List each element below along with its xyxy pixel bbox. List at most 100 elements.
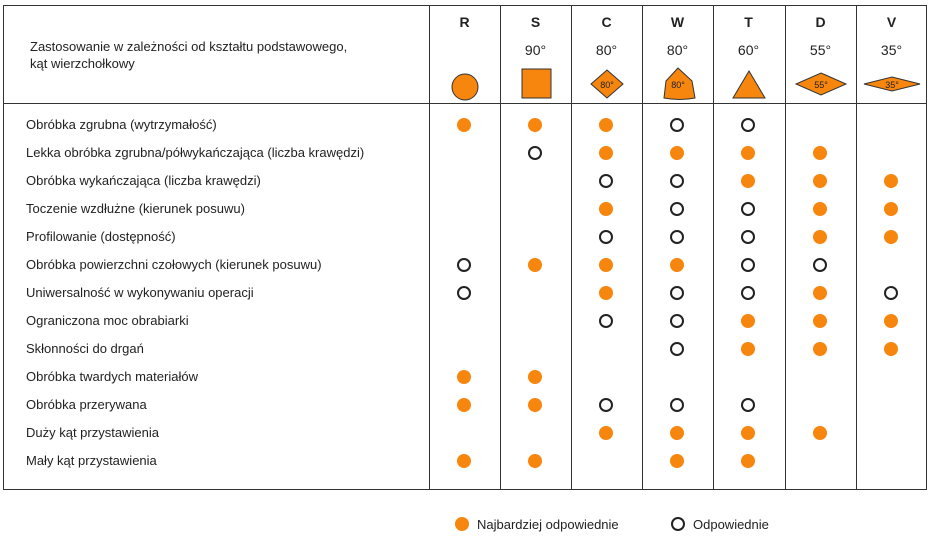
most-suitable-dot-icon	[884, 314, 898, 328]
row-label: Obróbka powierzchni czołowych (kierunek …	[26, 257, 322, 272]
divider	[500, 5, 501, 490]
row-label: Skłonności do drgań	[26, 341, 144, 356]
most-suitable-dot-icon	[599, 258, 613, 272]
most-suitable-dot-icon	[741, 146, 755, 160]
most-suitable-dot-icon	[670, 146, 684, 160]
row-label: Lekka obróbka zgrubna/półwykańczająca (l…	[26, 145, 365, 160]
most-suitable-dot-icon	[741, 314, 755, 328]
suitable-dot-icon	[457, 286, 471, 300]
suitable-dot-icon	[741, 118, 755, 132]
row-label: Profilowanie (dostępność)	[26, 229, 176, 244]
suitable-dot-icon	[884, 286, 898, 300]
trigon-icon: 80°	[663, 67, 696, 100]
most-suitable-dot-icon	[741, 454, 755, 468]
header-title: Zastosowanie w zależności od kształtu po…	[30, 38, 347, 72]
legend-label: Najbardziej odpowiednie	[477, 517, 619, 532]
column-header-r: R	[429, 5, 500, 103]
most-suitable-dot-icon	[884, 230, 898, 244]
column-letter: D	[815, 14, 826, 30]
suitable-dot-icon	[670, 314, 684, 328]
rhombus-80-icon: 80°	[590, 69, 624, 99]
divider	[785, 5, 786, 490]
suitable-dot-icon	[741, 258, 755, 272]
legend-open: Odpowiednie	[671, 517, 769, 532]
row-label: Obróbka przerywana	[26, 397, 147, 412]
suitable-dot-icon	[670, 174, 684, 188]
divider	[429, 5, 430, 490]
suitable-dot-icon	[457, 258, 471, 272]
row-label: Obróbka zgrubna (wytrzymałość)	[26, 117, 217, 132]
column-header-w: W 80° 80°	[642, 5, 713, 103]
column-letter: C	[601, 14, 612, 30]
suitable-dot-icon	[599, 314, 613, 328]
suitable-dot-icon	[670, 118, 684, 132]
most-suitable-dot-icon	[457, 118, 471, 132]
most-suitable-dot-icon	[599, 146, 613, 160]
header-title-line: Zastosowanie w zależności od kształtu po…	[30, 39, 348, 54]
most-suitable-dot-icon	[528, 258, 542, 272]
rhombus-35-icon: 35°	[863, 76, 921, 92]
most-suitable-dot-icon	[741, 174, 755, 188]
filled-dot-icon	[455, 517, 469, 531]
row-label: Obróbka wykańczająca (liczba krawędzi)	[26, 173, 261, 188]
legend-label: Odpowiednie	[693, 517, 769, 532]
most-suitable-dot-icon	[599, 426, 613, 440]
column-angle: 90°	[524, 42, 547, 58]
shape-angle-label: 80°	[600, 80, 614, 90]
most-suitable-dot-icon	[813, 286, 827, 300]
suitable-dot-icon	[741, 202, 755, 216]
square-icon	[521, 68, 552, 99]
most-suitable-dot-icon	[813, 426, 827, 440]
suitable-dot-icon	[599, 174, 613, 188]
most-suitable-dot-icon	[813, 146, 827, 160]
suitable-dot-icon	[670, 398, 684, 412]
column-angle: 80°	[666, 42, 689, 58]
column-letter: T	[744, 14, 753, 30]
most-suitable-dot-icon	[670, 426, 684, 440]
column-letter: R	[459, 14, 470, 30]
most-suitable-dot-icon	[813, 174, 827, 188]
most-suitable-dot-icon	[599, 286, 613, 300]
most-suitable-dot-icon	[741, 426, 755, 440]
row-label: Uniwersalność w wykonywaniu operacji	[26, 285, 254, 300]
row-label: Duży kąt przystawienia	[26, 425, 159, 440]
row-label: Ograniczona moc obrabiarki	[26, 313, 189, 328]
suitable-dot-icon	[741, 230, 755, 244]
rhombus-55-icon: 55°	[794, 72, 848, 96]
column-angle: 55°	[809, 42, 832, 58]
most-suitable-dot-icon	[599, 118, 613, 132]
column-angle: 35°	[880, 42, 903, 58]
most-suitable-dot-icon	[528, 370, 542, 384]
most-suitable-dot-icon	[741, 342, 755, 356]
suitable-dot-icon	[599, 398, 613, 412]
divider	[3, 5, 927, 6]
column-header-c: C 80° 80°	[571, 5, 642, 103]
most-suitable-dot-icon	[528, 118, 542, 132]
most-suitable-dot-icon	[599, 202, 613, 216]
most-suitable-dot-icon	[813, 342, 827, 356]
most-suitable-dot-icon	[670, 454, 684, 468]
suitable-dot-icon	[670, 342, 684, 356]
row-label: Toczenie wzdłużne (kierunek posuwu)	[26, 201, 245, 216]
row-label: Obróbka twardych materiałów	[26, 369, 198, 384]
column-angle: 80°	[595, 42, 618, 58]
suitable-dot-icon	[813, 258, 827, 272]
suitable-dot-icon	[670, 230, 684, 244]
legend-filled: Najbardziej odpowiednie	[455, 517, 619, 532]
most-suitable-dot-icon	[884, 342, 898, 356]
divider	[571, 5, 572, 490]
most-suitable-dot-icon	[457, 454, 471, 468]
most-suitable-dot-icon	[528, 454, 542, 468]
most-suitable-dot-icon	[884, 174, 898, 188]
most-suitable-dot-icon	[884, 202, 898, 216]
most-suitable-dot-icon	[670, 258, 684, 272]
column-letter: W	[670, 14, 685, 30]
divider	[856, 5, 857, 490]
column-letter: V	[886, 14, 897, 30]
most-suitable-dot-icon	[457, 370, 471, 384]
divider	[642, 5, 643, 490]
row-label: Mały kąt przystawienia	[26, 453, 157, 468]
suitable-dot-icon	[599, 230, 613, 244]
column-header-v: V 35° 35°	[856, 5, 927, 103]
